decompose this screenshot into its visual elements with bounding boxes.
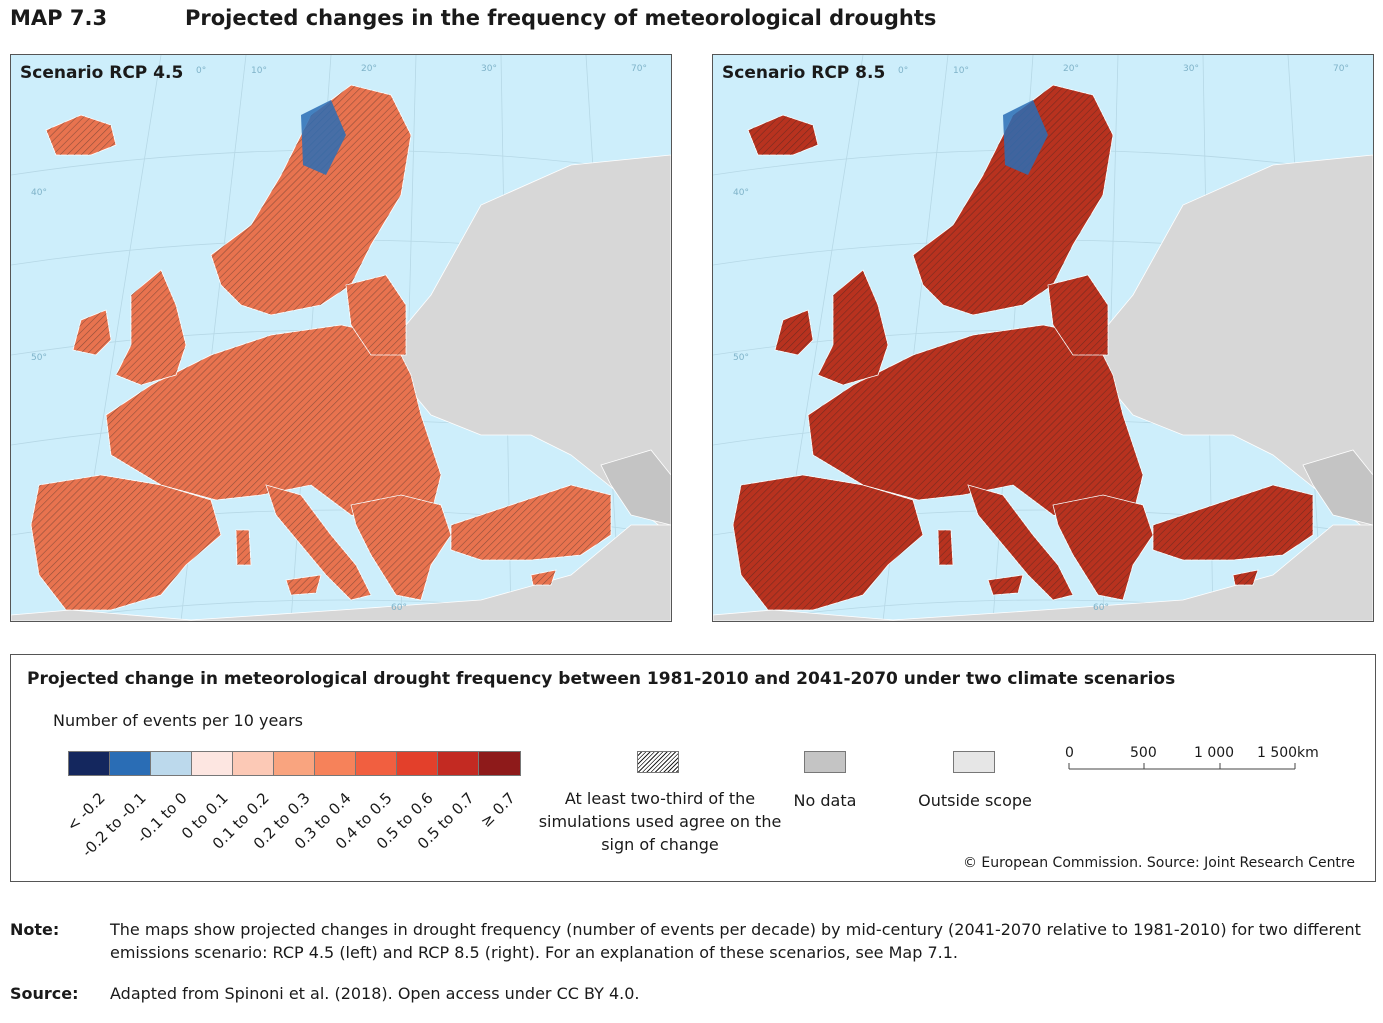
copyright: © European Commission. Source: Joint Res… [962, 855, 1355, 871]
color-swatch [397, 752, 438, 775]
source-label: Source: [10, 984, 79, 1003]
map-panel-rcp45: Scenario RCP 4.5 0° 10° 20° 30° 40° 50° 60° 70° [10, 54, 672, 622]
france-central-europe-region-agreement-hatch [808, 325, 1143, 525]
middle-east-landmass [1302, 449, 1373, 526]
europe-map: 0° 10° 20° 30° 40° 50° 60° 70° [713, 55, 1373, 621]
europe-map: 0° 10° 20° 30° 40° 50° 60° 70° [11, 55, 671, 621]
map-title: Projected changes in the frequency of me… [185, 6, 937, 30]
scandinavia-region-agreement-hatch [211, 85, 411, 315]
graticule-label: 30° [1183, 64, 1199, 74]
graticule-label: 0° [898, 66, 908, 76]
source-text: Adapted from Spinoni et al. (2018). Open… [110, 984, 640, 1003]
no-data-swatch [804, 751, 846, 773]
color-swatch [233, 752, 274, 775]
iceland-region-agreement-hatch [748, 115, 818, 155]
scandinavia-region-agreement-hatch [913, 85, 1113, 315]
iberia-region-agreement-hatch [31, 475, 221, 610]
color-swatch [479, 752, 520, 775]
color-swatch [315, 752, 356, 775]
legend-subtitle: Number of events per 10 years [53, 711, 303, 730]
graticule-label: 60° [1093, 603, 1109, 613]
graticule-label: 50° [733, 353, 749, 363]
color-swatch [192, 752, 233, 775]
note-label: Note: [10, 920, 60, 939]
iberia-region-agreement-hatch [733, 475, 923, 610]
sardinia-region-agreement-hatch [236, 530, 251, 565]
color-swatch [151, 752, 192, 775]
turkey-region-agreement-hatch [451, 485, 611, 560]
color-swatch [110, 752, 151, 775]
scale-tick: 500 [1130, 745, 1157, 761]
ireland-region-agreement-hatch [73, 310, 111, 355]
graticule-label: 10° [251, 66, 267, 76]
italy-region-agreement-hatch [266, 485, 371, 600]
scale-bar: 0 500 1 000 1 500 km [1065, 745, 1327, 785]
graticule-label: 70° [631, 64, 647, 74]
great-britain-region-agreement-hatch [116, 270, 186, 385]
north-africa-landmass [713, 524, 1373, 621]
balkans-region-agreement-hatch [1053, 495, 1153, 600]
ireland-region-agreement-hatch [775, 310, 813, 355]
agreement-label: At least two-third of the simulations us… [538, 789, 782, 854]
italy-region-agreement-hatch [968, 485, 1073, 600]
graticule-label: 0° [196, 66, 206, 76]
balkans-region-agreement-hatch [351, 495, 451, 600]
color-swatch [356, 752, 397, 775]
graticule-label: 20° [361, 64, 377, 74]
note: Note: The maps show projected changes in… [10, 918, 1370, 964]
source: Source: Adapted from Spinoni et al. (201… [10, 982, 1370, 1006]
scale-tick: 1 500 [1257, 745, 1298, 761]
graticule-label: 20° [1063, 64, 1079, 74]
color-scale [68, 751, 521, 776]
color-swatch [438, 752, 479, 775]
cyprus-region-agreement-hatch [531, 570, 556, 585]
cyprus-region-agreement-hatch [1233, 570, 1258, 585]
sardinia-region-agreement-hatch [938, 530, 953, 565]
graticule-label: 40° [31, 188, 47, 198]
graticule-label: 70° [1333, 64, 1349, 74]
map-panel-rcp85: Scenario RCP 8.5 0° 10° 20° 30° 40° 50° 60° 70° [712, 54, 1374, 622]
france-central-europe-region-agreement-hatch [106, 325, 441, 525]
graticule-label: 50° [31, 353, 47, 363]
great-britain-region-agreement-hatch [818, 270, 888, 385]
iceland-region-agreement-hatch [46, 115, 116, 155]
sicily-region-agreement-hatch [286, 575, 321, 595]
no-data-label: No data [793, 791, 857, 810]
hatch-swatch [637, 751, 679, 773]
scale-tick: 1 000 [1194, 745, 1235, 761]
graticule-label: 60° [391, 603, 407, 613]
graticule-label: 40° [733, 188, 749, 198]
scenario-label: Scenario RCP 8.5 [722, 63, 886, 83]
turkey-region-agreement-hatch [1153, 485, 1313, 560]
graticule-label: 30° [481, 64, 497, 74]
legend: Projected change in meteorological droug… [10, 654, 1376, 882]
middle-east-landmass [600, 449, 671, 526]
scale-unit: km [1297, 745, 1319, 761]
baltic-region-agreement-hatch [1048, 275, 1108, 355]
legend-title: Projected change in meteorological droug… [27, 669, 1176, 689]
sicily-region-agreement-hatch [988, 575, 1023, 595]
baltic-region-agreement-hatch [346, 275, 406, 355]
outside-scope-swatch [953, 751, 995, 773]
color-swatch [274, 752, 315, 775]
scenario-label: Scenario RCP 4.5 [20, 63, 184, 83]
negative-change-area [301, 100, 346, 175]
scale-tick: 0 [1065, 745, 1074, 761]
map-number: MAP 7.3 [10, 6, 108, 30]
outside-scope-label: Outside scope [918, 791, 1032, 810]
graticule-label: 10° [953, 66, 969, 76]
note-text: The maps show projected changes in droug… [110, 920, 1361, 962]
color-swatch [69, 752, 110, 775]
north-africa-landmass [11, 524, 671, 621]
negative-change-area [1003, 100, 1048, 175]
